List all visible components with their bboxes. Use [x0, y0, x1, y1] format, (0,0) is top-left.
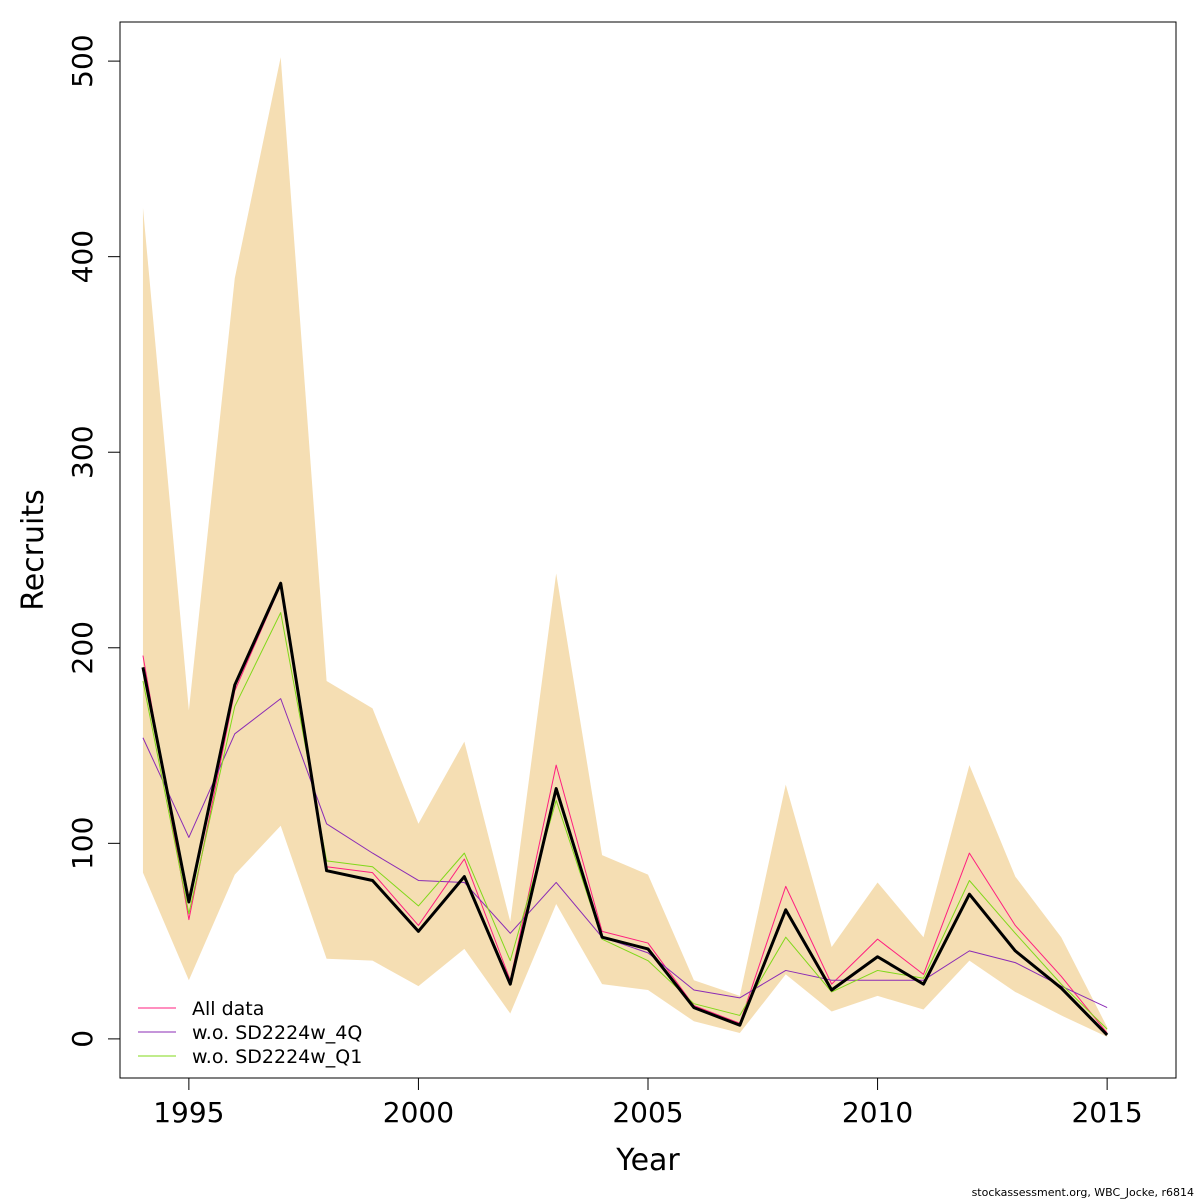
y-tick-label: 100	[66, 817, 99, 870]
x-tick-label: 1995	[153, 1096, 224, 1129]
x-axis: 1995 2000 2005 2010 2015	[153, 1077, 1143, 1129]
x-axis-title: Year	[615, 1143, 680, 1178]
y-tick-label: 500	[66, 34, 99, 87]
y-tick-label: 200	[66, 621, 99, 674]
confidence-band-layer	[142, 57, 1108, 1037]
y-tick-label: 0	[66, 1030, 99, 1048]
series-line-estimate	[141, 581, 1109, 1037]
y-tick-label: 300	[66, 425, 99, 478]
series-layer	[141, 581, 1109, 1037]
legend-label: All data	[192, 998, 264, 1020]
legend-label: w.o. SD2224w_Q1	[192, 1046, 362, 1068]
x-tick-label: 2000	[383, 1096, 454, 1129]
y-axis-title: Recruits	[16, 489, 51, 611]
confidence-band	[142, 57, 1108, 1037]
x-tick-label: 2015	[1071, 1096, 1142, 1129]
legend-label: w.o. SD2224w_4Q	[192, 1022, 362, 1044]
x-tick-label: 2005	[612, 1096, 683, 1129]
credit-text: stockassessment.org, WBC_Jocke, r6814	[972, 1186, 1194, 1199]
x-tick-label: 2010	[842, 1096, 913, 1129]
series-line-w-o-sd2224w-4q	[142, 698, 1108, 1009]
y-tick-label: 400	[66, 230, 99, 283]
series-line-w-o-sd2224w-q1	[142, 612, 1108, 1030]
y-axis: 0 100 200 300 400 500	[66, 34, 121, 1048]
